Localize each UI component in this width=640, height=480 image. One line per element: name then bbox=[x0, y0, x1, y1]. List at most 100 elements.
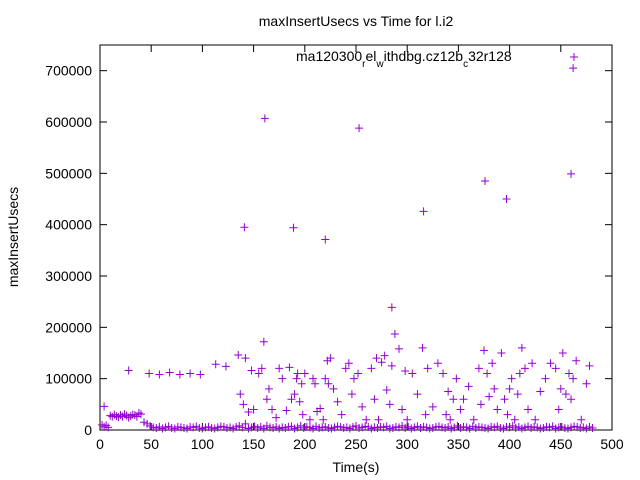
data-point bbox=[319, 415, 328, 424]
data-point bbox=[459, 395, 468, 404]
data-point bbox=[247, 366, 256, 375]
data-point bbox=[588, 423, 597, 432]
data-point bbox=[114, 413, 123, 422]
x-tick-label: 500 bbox=[600, 436, 624, 452]
data-point bbox=[278, 374, 287, 383]
data-point bbox=[413, 390, 422, 399]
data-point bbox=[244, 408, 253, 417]
data-point bbox=[421, 410, 430, 419]
data-point bbox=[433, 359, 442, 368]
data-point bbox=[401, 366, 410, 375]
data-point bbox=[362, 415, 371, 424]
legend-label-part: w bbox=[375, 59, 384, 70]
data-point bbox=[567, 169, 576, 178]
x-tick-label: 400 bbox=[498, 436, 522, 452]
data-point bbox=[446, 415, 455, 424]
x-tick-label: 100 bbox=[191, 436, 215, 452]
data-point bbox=[321, 235, 330, 244]
data-point bbox=[134, 409, 143, 418]
y-tick-label: 500000 bbox=[45, 165, 92, 181]
data-point bbox=[449, 395, 458, 404]
data-point bbox=[298, 410, 307, 419]
data-point bbox=[106, 411, 115, 420]
data-point bbox=[268, 405, 277, 414]
data-point bbox=[234, 351, 243, 360]
data-point bbox=[561, 390, 570, 399]
data-point bbox=[556, 384, 565, 393]
data-point bbox=[395, 344, 404, 353]
data-point bbox=[551, 364, 560, 373]
data-point bbox=[337, 410, 346, 419]
y-tick-label: 100000 bbox=[45, 371, 92, 387]
data-point bbox=[110, 410, 119, 419]
data-point bbox=[259, 337, 268, 346]
data-point bbox=[241, 419, 250, 428]
data-point bbox=[300, 369, 309, 378]
data-point bbox=[500, 395, 509, 404]
data-point bbox=[155, 370, 164, 379]
data-point bbox=[98, 420, 107, 429]
data-point bbox=[442, 410, 451, 419]
data-point bbox=[452, 374, 461, 383]
data-point bbox=[324, 379, 333, 388]
data-point bbox=[469, 415, 478, 424]
x-tick-label: 200 bbox=[293, 436, 317, 452]
y-tick-label: 300000 bbox=[45, 268, 92, 284]
data-point bbox=[100, 422, 109, 431]
data-point bbox=[483, 369, 492, 378]
data-point bbox=[128, 410, 137, 419]
data-point bbox=[102, 421, 111, 430]
data-point bbox=[316, 404, 325, 413]
data-point bbox=[124, 413, 133, 422]
data-point bbox=[282, 406, 291, 415]
legend-marker bbox=[570, 53, 578, 61]
data-point bbox=[333, 397, 342, 406]
legend-label: ma120300relwithdbg.cz12bc32r128 bbox=[296, 48, 512, 70]
data-point bbox=[196, 370, 205, 379]
data-point bbox=[585, 361, 594, 370]
data-point bbox=[546, 359, 555, 368]
data-point bbox=[439, 369, 448, 378]
data-point bbox=[493, 405, 502, 414]
data-point bbox=[295, 397, 304, 406]
legend-label-part: 32r128 bbox=[468, 48, 512, 64]
legend-label-part: el bbox=[366, 48, 377, 64]
data-point bbox=[122, 411, 131, 420]
data-point bbox=[497, 349, 506, 357]
data-point bbox=[240, 223, 249, 232]
data-point bbox=[476, 400, 485, 409]
data-point bbox=[241, 354, 250, 363]
data-point bbox=[132, 412, 141, 421]
data-point bbox=[321, 374, 330, 383]
data-point bbox=[297, 379, 306, 388]
data-point bbox=[292, 374, 301, 383]
data-point bbox=[305, 415, 314, 424]
data-point bbox=[370, 395, 379, 404]
data-point bbox=[505, 384, 514, 393]
data-point bbox=[531, 415, 540, 424]
data-point bbox=[145, 369, 154, 378]
data-point bbox=[481, 177, 490, 186]
data-point bbox=[285, 363, 294, 372]
x-tick-label: 250 bbox=[344, 436, 368, 452]
data-point bbox=[347, 390, 356, 399]
data-point bbox=[536, 387, 545, 396]
legend: ma120300relwithdbg.cz12bc32r128 bbox=[296, 48, 578, 70]
y-tick-label: 600000 bbox=[45, 114, 92, 130]
x-tick-label: 0 bbox=[96, 436, 104, 452]
data-point bbox=[236, 390, 245, 399]
x-tick-label: 50 bbox=[143, 436, 159, 452]
data-point bbox=[408, 369, 417, 378]
data-point bbox=[517, 343, 526, 352]
data-point bbox=[390, 330, 399, 339]
data-point bbox=[293, 369, 302, 378]
data-point bbox=[311, 379, 320, 388]
data-point bbox=[355, 124, 364, 133]
legend-label-part: ma120300 bbox=[296, 48, 362, 64]
data-point bbox=[372, 354, 381, 363]
data-point bbox=[239, 400, 248, 409]
data-point bbox=[503, 410, 512, 419]
plot-frame bbox=[99, 44, 613, 431]
data-point bbox=[510, 415, 519, 424]
